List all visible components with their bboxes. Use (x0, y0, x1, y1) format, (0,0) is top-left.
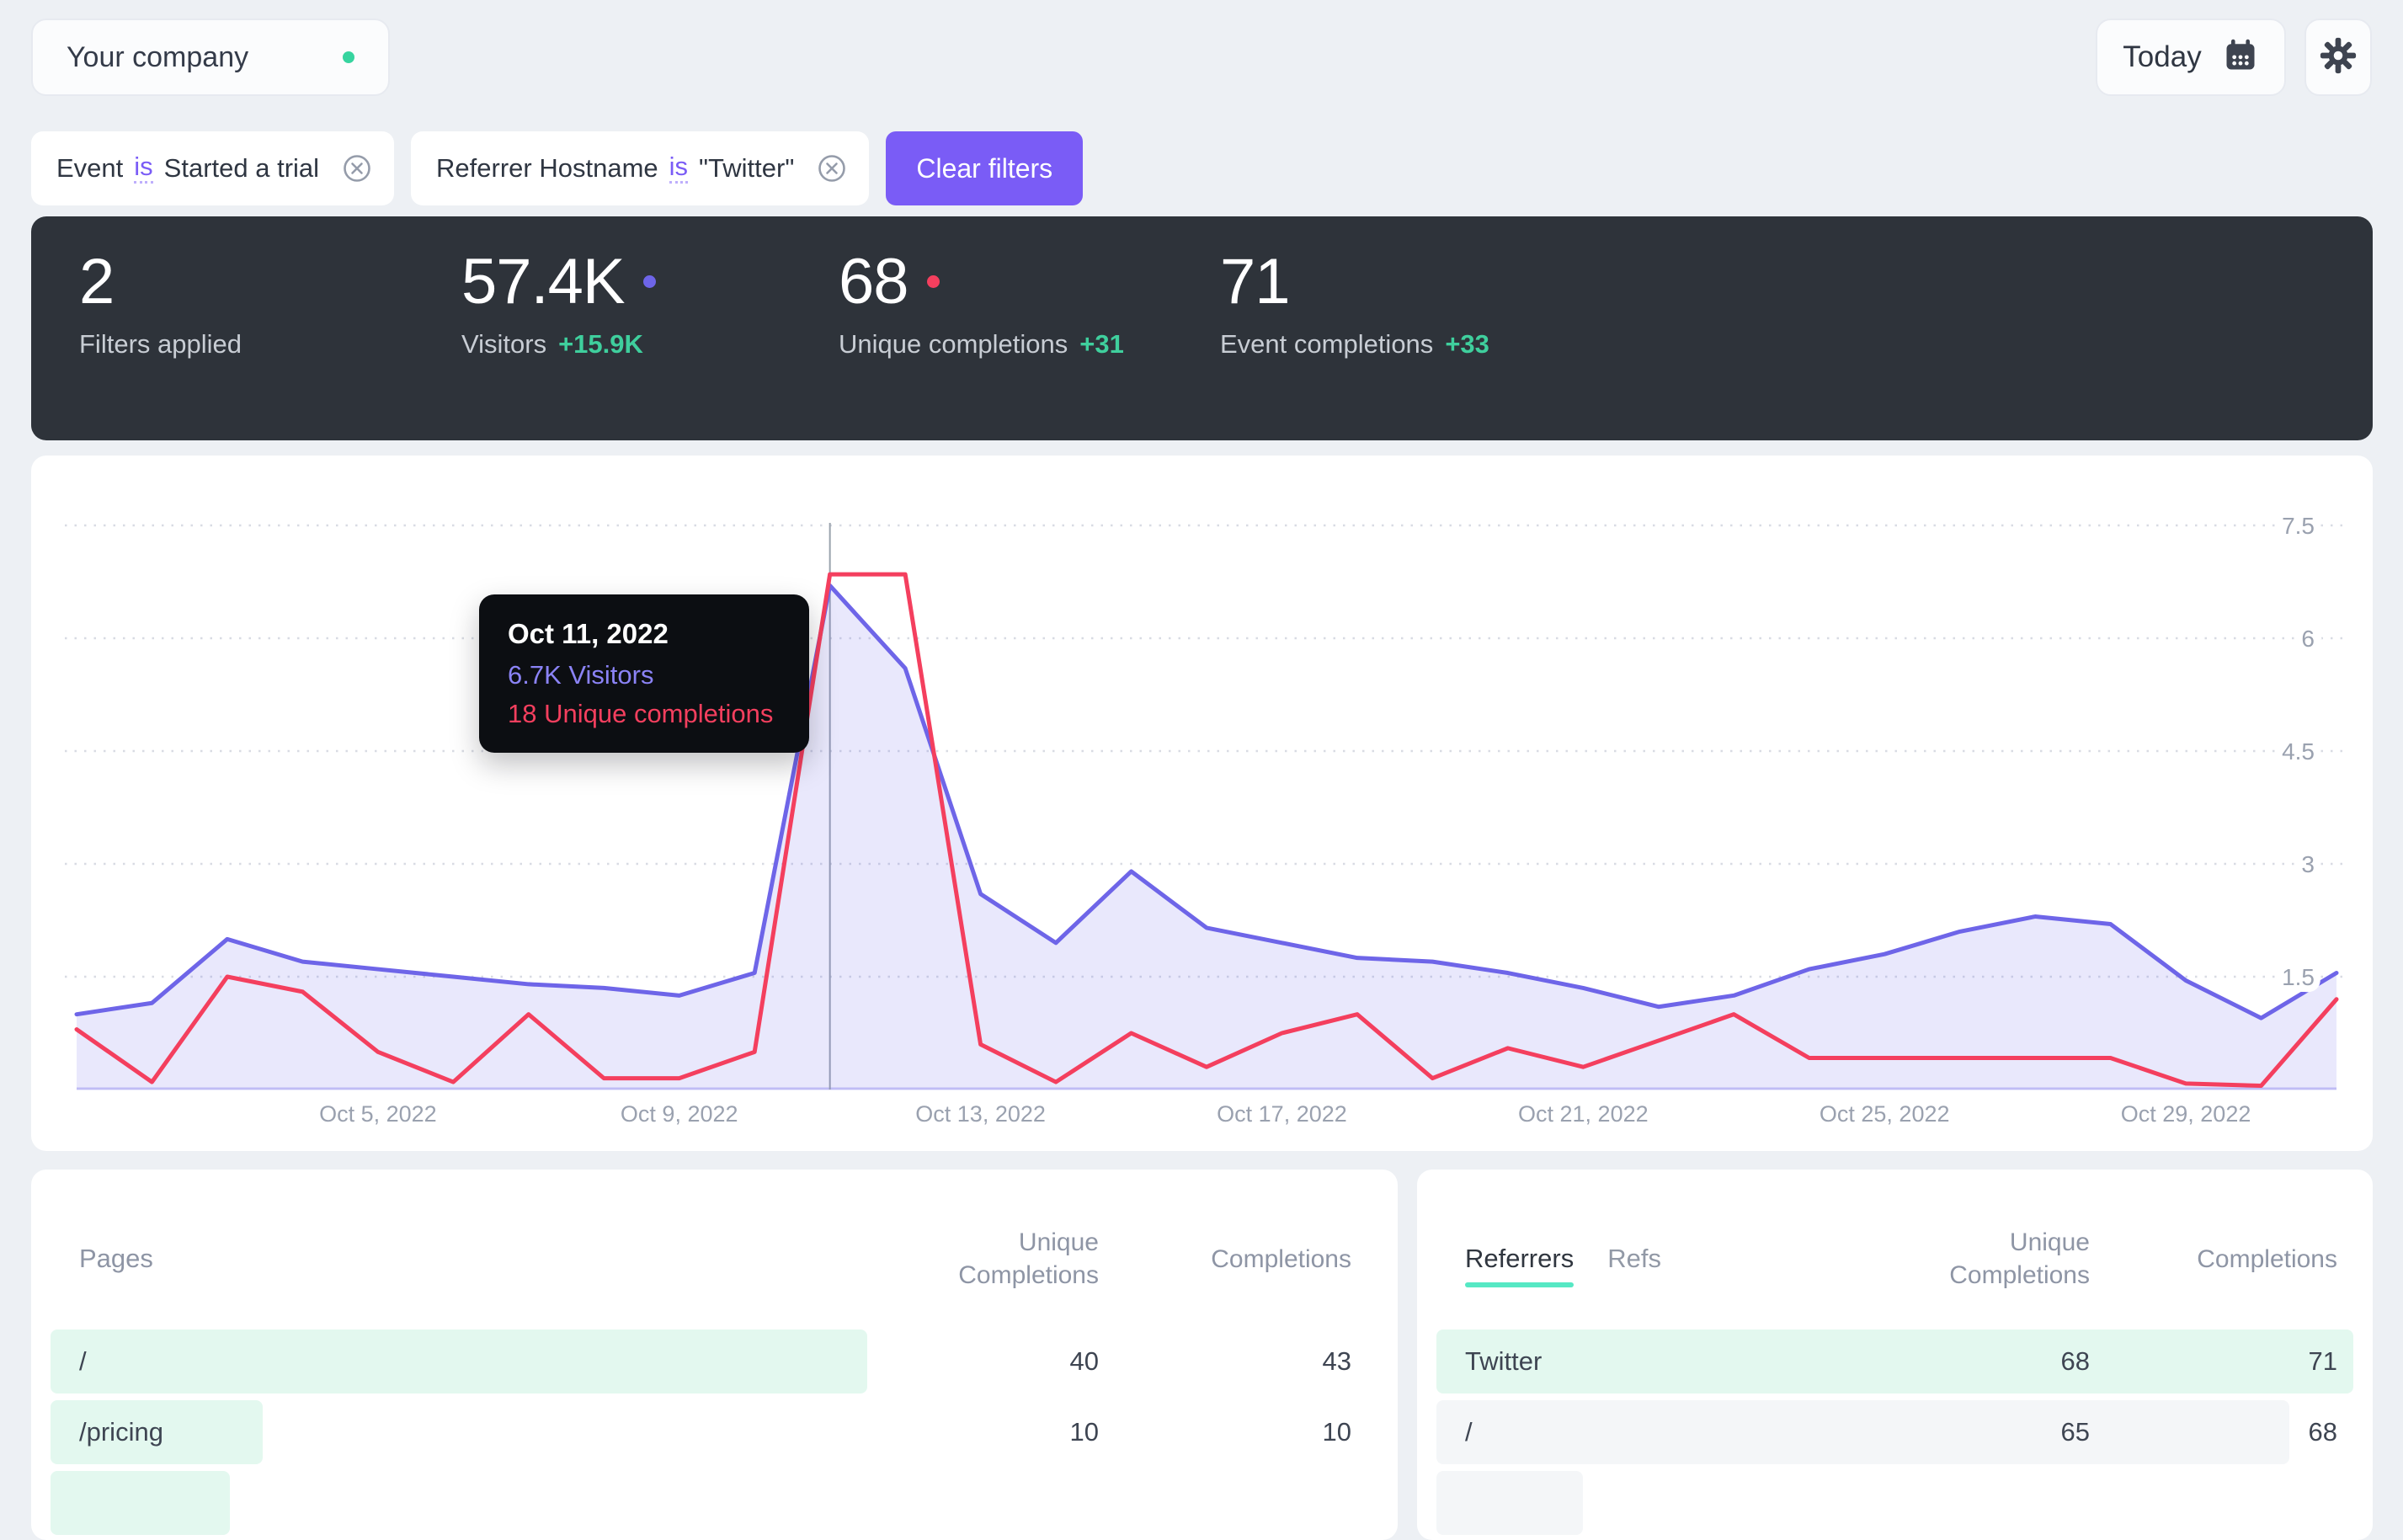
company-switcher[interactable]: Your company (31, 19, 390, 96)
svg-text:3: 3 (2301, 851, 2315, 877)
company-name: Your company (67, 40, 249, 73)
column-header-completions: Completions (1211, 1244, 1351, 1273)
stat-label: Filters applied (79, 328, 242, 359)
svg-text:Oct 13, 2022: Oct 13, 2022 (915, 1101, 1046, 1127)
filter-field: Referrer Hostname (436, 153, 658, 183)
timeseries-chart-card: 1.5 3 4.5 6 7.5 Oct 5, 2022 Oct 9, 2022 Oct 13,… (31, 456, 2373, 1151)
stat-block: 68 Unique completions +31 (839, 247, 1124, 360)
stat-label: Event completions (1220, 328, 1434, 359)
row-completions: 68 (2308, 1417, 2337, 1447)
gear-icon (2319, 36, 2358, 79)
remove-filter-button[interactable] (817, 153, 847, 184)
table-row[interactable]: Twitter 68 71 (1417, 1330, 2373, 1393)
stat-series-dot (926, 275, 940, 288)
filter-pill[interactable]: Referrer Hostname is "Twitter" (411, 131, 870, 205)
row-value-bar (51, 1330, 867, 1393)
date-range-label: Today (2123, 40, 2202, 73)
filter-operator[interactable]: is (134, 153, 153, 184)
tab-referrers[interactable]: Referrers (1465, 1244, 1574, 1287)
status-dot (343, 51, 354, 63)
svg-text:Oct 29, 2022: Oct 29, 2022 (2121, 1101, 2251, 1127)
table-row[interactable] (31, 1471, 1398, 1535)
tooltip-visitors: 6.7K Visitors (508, 660, 654, 690)
stat-label: Visitors (461, 328, 547, 359)
referrers-table-header: Referrers Refs Unique Completions Comple… (1417, 1170, 2373, 1296)
row-unique-completions: 10 (1069, 1417, 1099, 1447)
stat-block: 71 Event completions +33 (1220, 247, 1489, 360)
row-unique-completions: 68 (2060, 1346, 2090, 1376)
pages-rows: / 40 43/pricing 10 10 (31, 1330, 1398, 1540)
stat-delta: +33 (1445, 328, 1489, 359)
stat-delta: +15.9K (558, 328, 643, 359)
row-label: Twitter (1465, 1346, 1543, 1376)
referrers-tabs: Referrers Refs (1465, 1244, 1661, 1287)
filter-field: Event (56, 153, 124, 183)
filter-operator[interactable]: is (669, 153, 689, 184)
row-unique-completions: 40 (1069, 1346, 1099, 1376)
column-header-completions: Completions (2197, 1244, 2337, 1273)
row-completions: 10 (1322, 1417, 1351, 1447)
settings-button[interactable] (2304, 19, 2372, 96)
filter-value: "Twitter" (699, 153, 795, 183)
stat-series-dot (642, 275, 656, 288)
top-bar: Your company Today (31, 19, 2372, 96)
stat-value: 71 (1220, 246, 1291, 317)
stat-value: 68 (839, 246, 909, 317)
row-value-bar (1436, 1400, 2289, 1464)
table-row[interactable]: /pricing 10 10 (31, 1400, 1398, 1464)
date-range-picker[interactable]: Today (2096, 19, 2286, 96)
tooltip-completions: 18 Unique completions (508, 699, 774, 728)
stat-delta: +31 (1079, 328, 1124, 359)
table-row[interactable] (1417, 1471, 2373, 1535)
tooltip-date: Oct 11, 2022 (508, 618, 669, 649)
stat-value: 2 (79, 246, 115, 317)
filter-value: Started a trial (163, 153, 320, 183)
svg-text:Oct 9, 2022: Oct 9, 2022 (621, 1101, 738, 1127)
svg-text:7.5: 7.5 (2282, 513, 2315, 539)
svg-text:6: 6 (2301, 626, 2315, 652)
visitors-completions-chart[interactable]: 1.5 3 4.5 6 7.5 Oct 5, 2022 Oct 9, 2022 Oct 13,… (31, 456, 2373, 1151)
svg-text:1.5: 1.5 (2282, 964, 2315, 990)
stat-block: 57.4K Visitors +15.9K (461, 247, 656, 360)
row-value-bar (1436, 1471, 1584, 1535)
stat-value: 57.4K (461, 246, 626, 317)
remove-filter-button[interactable] (342, 153, 372, 184)
svg-text:Oct 25, 2022: Oct 25, 2022 (1820, 1101, 1950, 1127)
filter-pill[interactable]: Event is Started a trial (31, 131, 395, 205)
row-label: /pricing (79, 1417, 163, 1447)
table-row[interactable]: / 65 68 (1417, 1400, 2373, 1464)
pages-table-header: Pages Unique Completions Completions (31, 1170, 1398, 1296)
row-completions: 71 (2308, 1346, 2337, 1376)
tab-refs[interactable]: Refs (1607, 1244, 1661, 1273)
svg-text:Oct 17, 2022: Oct 17, 2022 (1217, 1101, 1347, 1127)
svg-text:Oct 5, 2022: Oct 5, 2022 (319, 1101, 437, 1127)
row-unique-completions: 65 (2060, 1417, 2090, 1447)
column-header-unique-completions: Unique Completions (958, 1228, 1099, 1289)
svg-text:4.5: 4.5 (2282, 738, 2315, 765)
summary-stats-bar: 2 Filters applied 57.4K Visitors +15.9K … (31, 216, 2373, 440)
pages-table-card: Pages Unique Completions Completions / 40… (31, 1170, 1398, 1540)
clear-filters-button[interactable]: Clear filters (886, 131, 1084, 205)
svg-text:Oct 21, 2022: Oct 21, 2022 (1518, 1101, 1649, 1127)
referrers-table-card: Referrers Refs Unique Completions Comple… (1417, 1170, 2373, 1540)
chart-tooltip: Oct 11, 2022 6.7K Visitors 18 Unique com… (479, 594, 809, 753)
pages-table-title: Pages (79, 1244, 153, 1273)
row-completions: 43 (1322, 1346, 1351, 1376)
stat-label: Unique completions (839, 328, 1068, 359)
row-value-bar (51, 1471, 230, 1535)
calendar-icon (2222, 37, 2259, 78)
stat-block: 2 Filters applied (79, 247, 242, 360)
row-label: / (1465, 1417, 1473, 1447)
row-value-bar (1436, 1330, 2353, 1393)
row-label: / (79, 1346, 87, 1376)
filter-bar: Event is Started a trial Referrer Hostna… (31, 131, 1084, 205)
table-row[interactable]: / 40 43 (31, 1330, 1398, 1393)
referrers-rows: Twitter 68 71 / 65 68 (1417, 1330, 2373, 1540)
column-header-unique-completions: Unique Completions (1949, 1228, 2090, 1289)
row-value-bar (51, 1400, 264, 1464)
